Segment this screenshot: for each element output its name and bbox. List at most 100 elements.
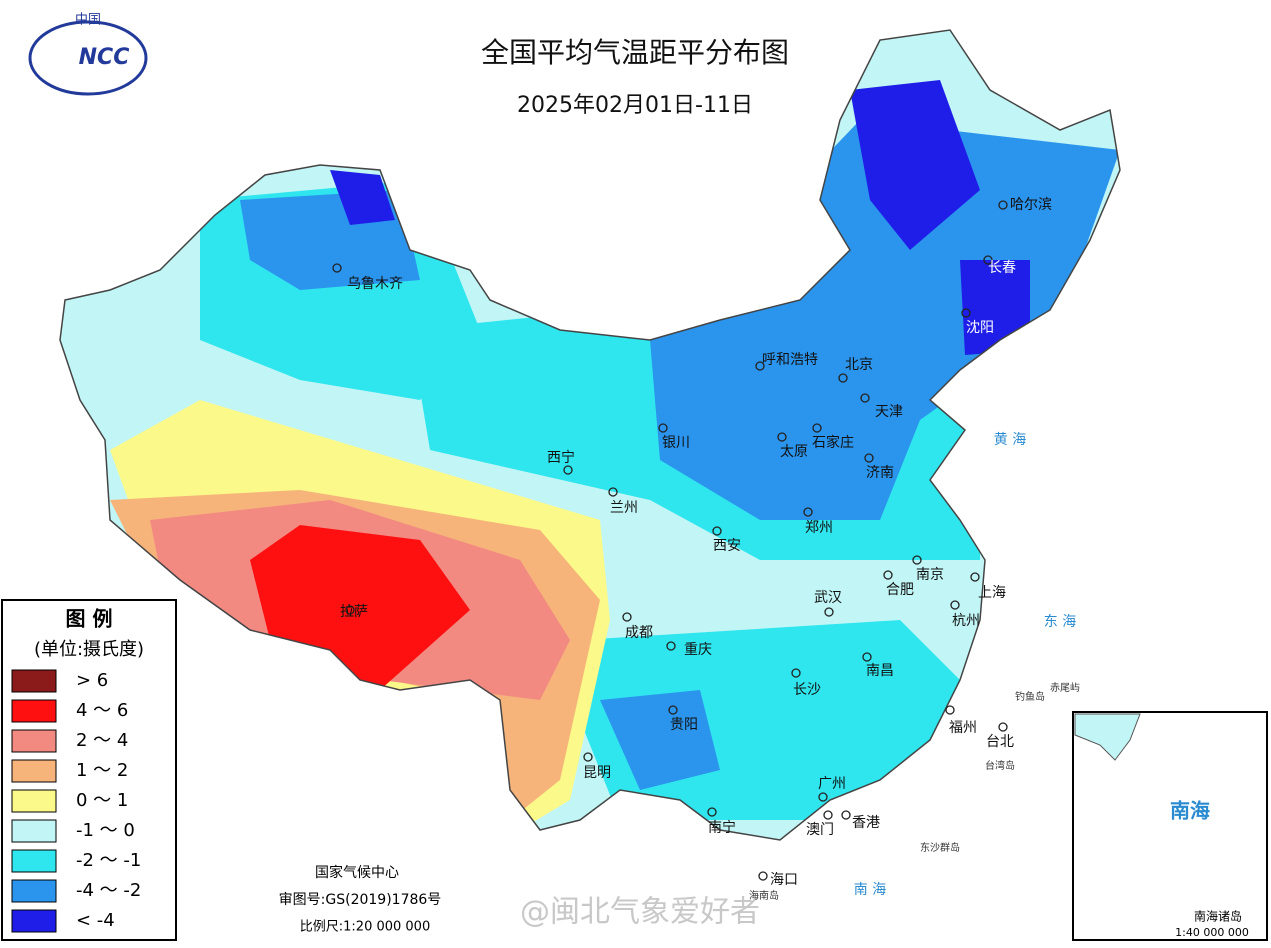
watermark: @闽北气象爱好者 bbox=[520, 895, 760, 930]
legend-swatch bbox=[11, 849, 57, 873]
legend-title: 图 例 bbox=[66, 607, 113, 631]
place-label: 黄 海 bbox=[994, 431, 1026, 448]
legend-swatch bbox=[11, 729, 57, 753]
city-marker bbox=[838, 373, 848, 383]
legend-label: 0 ～ 1 bbox=[76, 790, 128, 811]
legend-swatch bbox=[11, 699, 57, 723]
legend-swatch bbox=[11, 669, 57, 693]
border bbox=[59, 29, 1121, 841]
city-marker bbox=[332, 263, 342, 273]
city-marker bbox=[945, 705, 955, 715]
land bbox=[59, 29, 1121, 841]
city-marker bbox=[658, 423, 668, 433]
map-scale: 比例尺:1:20 000 000 bbox=[300, 920, 430, 935]
city-label: 海口 bbox=[770, 872, 798, 888]
zone bbox=[850, 80, 980, 250]
logo-ring bbox=[28, 20, 148, 96]
city-marker bbox=[970, 572, 980, 582]
logo-top: 中国 bbox=[75, 13, 101, 28]
city-label: 南京 bbox=[916, 567, 944, 583]
legend-unit: (单位:摄氏度) bbox=[34, 639, 144, 660]
inset-coast bbox=[1074, 713, 1141, 761]
zone bbox=[330, 170, 395, 225]
legend-label: 2 ～ 4 bbox=[76, 730, 128, 751]
city-marker bbox=[758, 871, 768, 881]
legend-label: > 6 bbox=[76, 670, 108, 691]
inset-title: 南海 bbox=[1170, 799, 1210, 823]
place-label: 台湾岛 bbox=[985, 759, 1015, 772]
place-label: 南 海 bbox=[854, 882, 886, 898]
city-label: 哈尔滨 bbox=[1010, 197, 1052, 213]
city-label: 济南 bbox=[866, 465, 894, 481]
subtitle: 2025年02月01日-11日 bbox=[517, 93, 753, 118]
inset-label: 南海诸岛 bbox=[1194, 909, 1242, 924]
city-label: 成都 bbox=[625, 625, 653, 641]
legend-swatch bbox=[11, 879, 57, 903]
legend-items: > 6 4 ～ 6 2 ～ 4 1 ～ 2 0 ～ 1 -1 ～ 0 -2 ～ -1 -4 ～… bbox=[11, 669, 141, 933]
city-marker bbox=[912, 555, 922, 565]
city-label: 台北 bbox=[986, 734, 1014, 750]
place-label: 赤尾屿 bbox=[1050, 682, 1080, 694]
legend-label: -2 ～ -1 bbox=[76, 850, 141, 871]
city-marker bbox=[860, 393, 870, 403]
city-marker bbox=[666, 641, 676, 651]
legend-swatch bbox=[11, 789, 57, 813]
city-label: 沈阳 bbox=[966, 320, 994, 336]
city-label: 北京 bbox=[845, 357, 873, 373]
logo-mark: NCC bbox=[79, 45, 130, 70]
city-label: 广州 bbox=[818, 776, 846, 792]
city-label: 兰州 bbox=[610, 500, 638, 516]
legend-label: 4 ～ 6 bbox=[76, 700, 128, 721]
city-label: 银川 bbox=[662, 435, 690, 451]
city-marker bbox=[883, 570, 893, 580]
city-marker bbox=[950, 600, 960, 610]
city-marker bbox=[998, 200, 1008, 210]
city-label: 拉萨 bbox=[340, 604, 368, 620]
legend-swatch bbox=[11, 909, 57, 933]
city-marker bbox=[777, 432, 787, 442]
city-label: 长沙 bbox=[793, 682, 821, 698]
zones bbox=[60, 30, 1120, 840]
city-label: 南宁 bbox=[708, 819, 736, 836]
city-marker bbox=[818, 792, 828, 802]
city-marker bbox=[563, 465, 573, 475]
city-label: 郑州 bbox=[805, 520, 833, 536]
city-marker bbox=[812, 423, 822, 433]
city-label: 上海 bbox=[978, 585, 1006, 601]
place-label: 海南岛 bbox=[749, 889, 779, 902]
city-label: 南昌 bbox=[866, 663, 894, 679]
city-label: 武汉 bbox=[814, 590, 842, 606]
city-label: 太原 bbox=[780, 444, 808, 460]
agency: 国家气候中心 bbox=[315, 864, 399, 881]
city-label: 杭州 bbox=[952, 613, 980, 629]
place-label: 东沙群岛 bbox=[920, 841, 960, 854]
city-marker bbox=[668, 705, 678, 715]
city-label: 天津 bbox=[875, 404, 903, 420]
city-marker bbox=[791, 668, 801, 678]
city-label: 昆明 bbox=[583, 765, 611, 781]
city-marker bbox=[345, 605, 355, 615]
city-marker bbox=[608, 487, 618, 497]
city-marker bbox=[712, 526, 722, 536]
city-label: 石家庄 bbox=[812, 434, 854, 451]
zone bbox=[960, 260, 1030, 355]
city-label: 重庆 bbox=[684, 642, 712, 658]
city-label: 贵阳 bbox=[670, 717, 698, 733]
city-label: 长春 bbox=[988, 260, 1016, 276]
city-marker bbox=[824, 607, 834, 617]
city-label: 西宁 bbox=[547, 449, 575, 466]
city-marker bbox=[583, 752, 593, 762]
city-label: 合肥 bbox=[886, 582, 914, 598]
city-marker bbox=[998, 722, 1008, 732]
legend-swatch bbox=[11, 759, 57, 783]
place-label: 钓鱼岛 bbox=[1015, 690, 1045, 703]
legend-label: -4 ～ -2 bbox=[76, 880, 141, 901]
legend-label: -1 ～ 0 bbox=[76, 820, 135, 841]
city-marker bbox=[841, 810, 851, 820]
title: 全国平均气温距平分布图 bbox=[481, 36, 789, 69]
city-marker bbox=[862, 652, 872, 662]
city-label: 香港 bbox=[852, 815, 880, 831]
city-marker bbox=[823, 810, 833, 820]
city-marker bbox=[707, 807, 717, 817]
